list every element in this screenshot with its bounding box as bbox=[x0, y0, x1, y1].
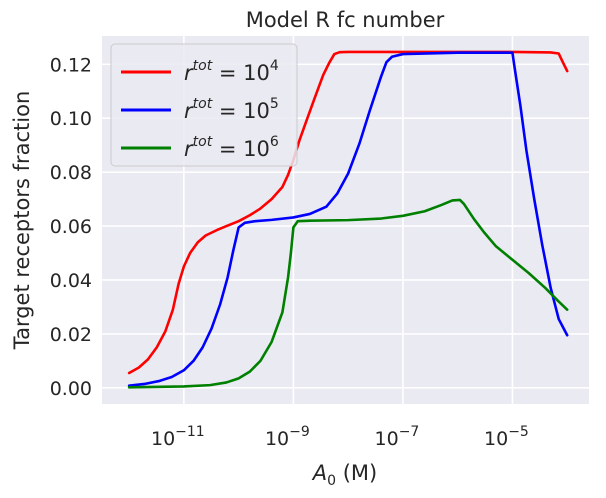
legend-label: rtot = 106 bbox=[184, 134, 279, 161]
y-tick-label: 0.10 bbox=[50, 108, 92, 130]
legend-box bbox=[110, 43, 298, 167]
x-tick-label: 10−7 bbox=[375, 424, 420, 450]
plot-lines bbox=[127, 50, 569, 389]
y-tick-label: 0.00 bbox=[50, 378, 92, 400]
series-line-5 bbox=[127, 51, 569, 387]
y-tick-label: 0.02 bbox=[50, 324, 92, 346]
series-line-6 bbox=[127, 198, 569, 389]
x-tick-label: 10−9 bbox=[265, 424, 310, 450]
chart-title: Model R fc number bbox=[246, 8, 445, 32]
legend-label: rtot = 104 bbox=[184, 58, 279, 85]
series-line-4 bbox=[127, 50, 569, 375]
x-tick-exponent: −5 bbox=[508, 424, 529, 440]
x-tick-label: 10−11 bbox=[151, 424, 205, 450]
x-axis-title: A0 (M) bbox=[311, 461, 377, 489]
x-tick-label: 10−5 bbox=[484, 424, 529, 450]
x-tick-base: 10 bbox=[265, 428, 289, 450]
y-tick-labels: 0.00 0.02 0.04 0.06 0.08 0.10 0.12 bbox=[50, 54, 92, 400]
legend-label: rtot = 105 bbox=[184, 96, 279, 123]
y-tick-label: 0.06 bbox=[50, 216, 92, 238]
x-tick-labels: 10−11 10−9 10−7 10−5 bbox=[151, 424, 529, 450]
y-axis-title: Target receptors fraction bbox=[10, 91, 34, 351]
x-tick-base: 10 bbox=[151, 428, 175, 450]
x-tick-base: 10 bbox=[375, 428, 399, 450]
x-tick-exponent: −7 bbox=[399, 424, 420, 440]
y-tick-label: 0.08 bbox=[50, 162, 92, 184]
x-tick-exponent: −11 bbox=[175, 424, 205, 440]
x-tick-base: 10 bbox=[484, 428, 508, 450]
x-tick-exponent: −9 bbox=[289, 424, 310, 440]
y-tick-label: 0.12 bbox=[50, 54, 92, 76]
y-tick-label: 0.04 bbox=[50, 270, 92, 292]
legend: rtot = 104 rtot = 105 rtot = 106 bbox=[110, 43, 298, 167]
